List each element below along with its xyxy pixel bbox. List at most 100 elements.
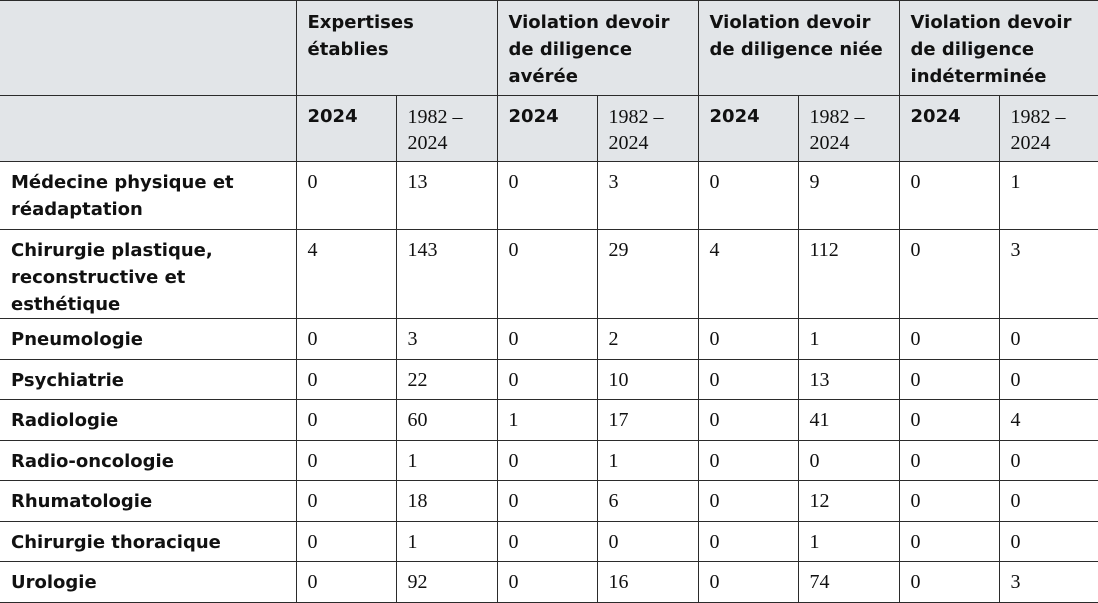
table-cell: 1 xyxy=(596,439,699,481)
table-cell: 0 xyxy=(797,439,900,481)
table-cell: 0 xyxy=(898,358,1000,400)
table-cell: 112 xyxy=(797,229,900,319)
range-header: 1982 –2024 xyxy=(596,95,699,162)
table-cell: 0 xyxy=(496,520,598,562)
table-cell: 143 xyxy=(395,229,498,319)
table-cell: 92 xyxy=(395,561,498,603)
table-cell: 0 xyxy=(496,318,598,360)
table-cell: 12 xyxy=(797,480,900,522)
table-cell: 0 xyxy=(898,318,1000,360)
range-header: 1982 –2024 xyxy=(797,95,900,162)
table-cell: 4 xyxy=(998,399,1098,441)
range-header: 1982 –2024 xyxy=(395,95,498,162)
table-cell: 13 xyxy=(395,161,498,230)
table-cell: 29 xyxy=(596,229,699,319)
table-cell: 0 xyxy=(898,161,1000,230)
row-label: Chirurgie thoracique xyxy=(0,520,297,562)
row-label: Chirurgie plastique, reconstructive et e… xyxy=(0,229,297,319)
table-cell: 0 xyxy=(496,229,598,319)
table-row: Radiologie 0 60 1 17 0 41 0 4 xyxy=(0,399,1098,441)
table-cell: 0 xyxy=(496,439,598,481)
table-cell: 0 xyxy=(697,318,799,360)
table-cell: 1 xyxy=(395,520,498,562)
table-cell: 1 xyxy=(998,161,1098,230)
table-cell: 0 xyxy=(496,480,598,522)
table-cell: 16 xyxy=(596,561,699,603)
row-label: Psychiatrie xyxy=(0,358,297,400)
row-label: Urologie xyxy=(0,561,297,603)
table-cell: 0 xyxy=(295,561,397,603)
table-cell: 0 xyxy=(998,480,1098,522)
table-cell: 0 xyxy=(295,399,397,441)
table-cell: 6 xyxy=(596,480,699,522)
table-row: Chirurgie plastique, reconstructive et e… xyxy=(0,229,1098,319)
table-cell: 41 xyxy=(797,399,900,441)
group-header-violation-niee: Violation devoir de diligence niée xyxy=(697,0,900,96)
table-cell: 0 xyxy=(898,229,1000,319)
table-cell: 0 xyxy=(295,520,397,562)
table-cell: 0 xyxy=(295,318,397,360)
range-header: 1982 –2024 xyxy=(998,95,1098,162)
row-label: Rhumatologie xyxy=(0,480,297,522)
table-cell: 3 xyxy=(395,318,498,360)
table-cell: 1 xyxy=(797,318,900,360)
table-cell: 0 xyxy=(496,358,598,400)
table-cell: 0 xyxy=(898,399,1000,441)
table-cell: 4 xyxy=(697,229,799,319)
row-label: Pneumologie xyxy=(0,318,297,360)
group-header-row: Expertises établies Violation devoir de … xyxy=(0,0,1098,96)
corner-cell xyxy=(0,0,297,96)
table-cell: 0 xyxy=(898,439,1000,481)
table-cell: 0 xyxy=(898,480,1000,522)
table-cell: 3 xyxy=(998,229,1098,319)
table-cell: 0 xyxy=(697,480,799,522)
table-row: Rhumatologie 0 18 0 6 0 12 0 0 xyxy=(0,480,1098,522)
table-cell: 0 xyxy=(998,520,1098,562)
year-header: 2024 xyxy=(898,95,1000,162)
row-label: Radiologie xyxy=(0,399,297,441)
table-cell: 17 xyxy=(596,399,699,441)
table-cell: 13 xyxy=(797,358,900,400)
table-cell: 0 xyxy=(295,480,397,522)
table-cell: 0 xyxy=(496,561,598,603)
table-row: Chirurgie thoracique 0 1 0 0 0 1 0 0 xyxy=(0,520,1098,562)
table-cell: 2 xyxy=(596,318,699,360)
table-row: Psychiatrie 0 22 0 10 0 13 0 0 xyxy=(0,358,1098,400)
table-cell: 0 xyxy=(697,520,799,562)
table-cell: 10 xyxy=(596,358,699,400)
table-cell: 1 xyxy=(395,439,498,481)
table-row: Médecine physique et réadaptation 0 13 0… xyxy=(0,161,1098,230)
group-header-expertises: Expertises établies xyxy=(295,0,498,96)
row-label: Radio-oncologie xyxy=(0,439,297,481)
table-cell: 0 xyxy=(697,399,799,441)
table-cell: 9 xyxy=(797,161,900,230)
row-label: Médecine physique et réadaptation xyxy=(0,161,297,230)
table-cell: 1 xyxy=(797,520,900,562)
group-header-violation-averee: Violation devoir de diligence avérée xyxy=(496,0,699,96)
table-cell: 0 xyxy=(998,358,1098,400)
table-cell: 0 xyxy=(898,520,1000,562)
table-cell: 0 xyxy=(295,439,397,481)
group-header-violation-indeterminee: Violation devoir de diligence indétermin… xyxy=(898,0,1098,96)
table-cell: 0 xyxy=(898,561,1000,603)
table-cell: 18 xyxy=(395,480,498,522)
table-cell: 0 xyxy=(295,358,397,400)
table-cell: 0 xyxy=(697,439,799,481)
table-cell: 0 xyxy=(998,439,1098,481)
period-header-row: 2024 1982 –2024 2024 1982 –2024 2024 198… xyxy=(0,95,1098,162)
table-cell: 0 xyxy=(496,161,598,230)
table-cell: 0 xyxy=(295,161,397,230)
table-cell: 4 xyxy=(295,229,397,319)
corner-cell-2 xyxy=(0,95,297,162)
table-cell: 1 xyxy=(496,399,598,441)
table-cell: 74 xyxy=(797,561,900,603)
table-cell: 0 xyxy=(697,161,799,230)
table-row: Radio-oncologie 0 1 0 1 0 0 0 0 xyxy=(0,439,1098,481)
table-cell: 3 xyxy=(596,161,699,230)
table-row: Urologie 0 92 0 16 0 74 0 3 xyxy=(0,561,1098,603)
table-cell: 0 xyxy=(596,520,699,562)
table-cell: 0 xyxy=(998,318,1098,360)
year-header: 2024 xyxy=(295,95,397,162)
table-row: Pneumologie 0 3 0 2 0 1 0 0 xyxy=(0,318,1098,360)
